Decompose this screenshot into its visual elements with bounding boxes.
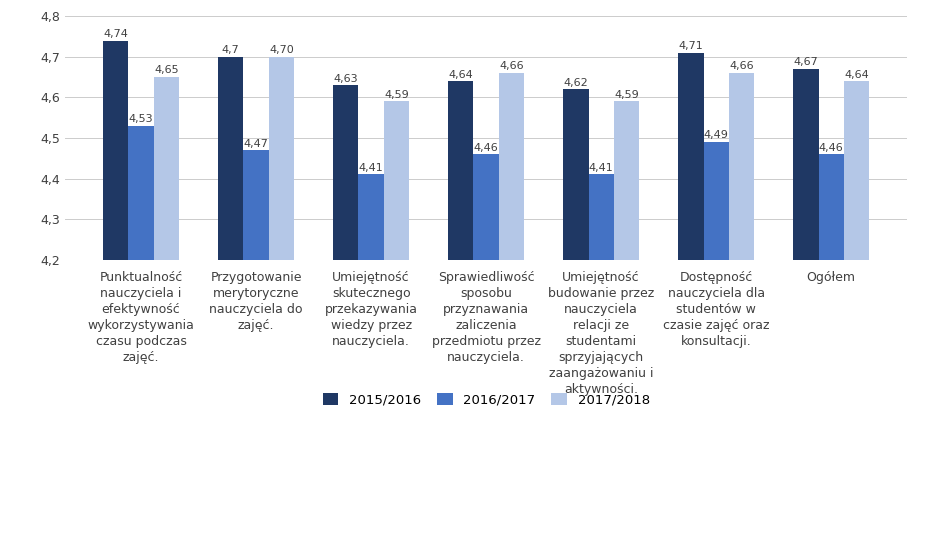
Text: 4,71: 4,71: [679, 41, 703, 51]
Bar: [499, 73, 524, 260]
Bar: [103, 41, 129, 260]
Text: 4,47: 4,47: [244, 138, 269, 149]
Bar: [794, 69, 819, 260]
Bar: [678, 53, 704, 260]
Bar: [614, 102, 639, 260]
Bar: [448, 81, 473, 260]
Text: 4,46: 4,46: [819, 143, 844, 153]
Text: 4,46: 4,46: [474, 143, 498, 153]
Text: 4,7: 4,7: [222, 45, 240, 55]
Text: 4,64: 4,64: [845, 70, 869, 80]
Bar: [333, 85, 358, 260]
Text: 4,49: 4,49: [704, 130, 729, 141]
Text: 4,74: 4,74: [104, 29, 128, 39]
Bar: [819, 154, 844, 260]
Text: 4,66: 4,66: [729, 62, 754, 71]
Text: 4,41: 4,41: [358, 163, 383, 173]
Bar: [563, 89, 589, 260]
Bar: [219, 57, 244, 260]
Text: 4,64: 4,64: [448, 70, 473, 80]
Text: 4,67: 4,67: [794, 57, 819, 68]
Text: 4,59: 4,59: [384, 90, 408, 100]
Bar: [358, 174, 383, 260]
Bar: [729, 73, 754, 260]
Bar: [589, 174, 614, 260]
Text: 4,65: 4,65: [154, 65, 179, 76]
Bar: [269, 57, 294, 260]
Bar: [244, 150, 269, 260]
Text: 4,70: 4,70: [269, 45, 294, 55]
Text: 4,41: 4,41: [589, 163, 614, 173]
Text: 4,59: 4,59: [614, 90, 639, 100]
Legend: 2015/2016, 2016/2017, 2017/2018: 2015/2016, 2016/2017, 2017/2018: [322, 393, 650, 406]
Bar: [154, 77, 179, 260]
Bar: [129, 126, 154, 260]
Text: 4,62: 4,62: [564, 78, 588, 88]
Text: 4,53: 4,53: [129, 114, 154, 124]
Text: 4,66: 4,66: [499, 62, 524, 71]
Bar: [844, 81, 870, 260]
Text: 4,63: 4,63: [333, 74, 358, 84]
Bar: [704, 142, 729, 260]
Bar: [473, 154, 499, 260]
Bar: [383, 102, 409, 260]
